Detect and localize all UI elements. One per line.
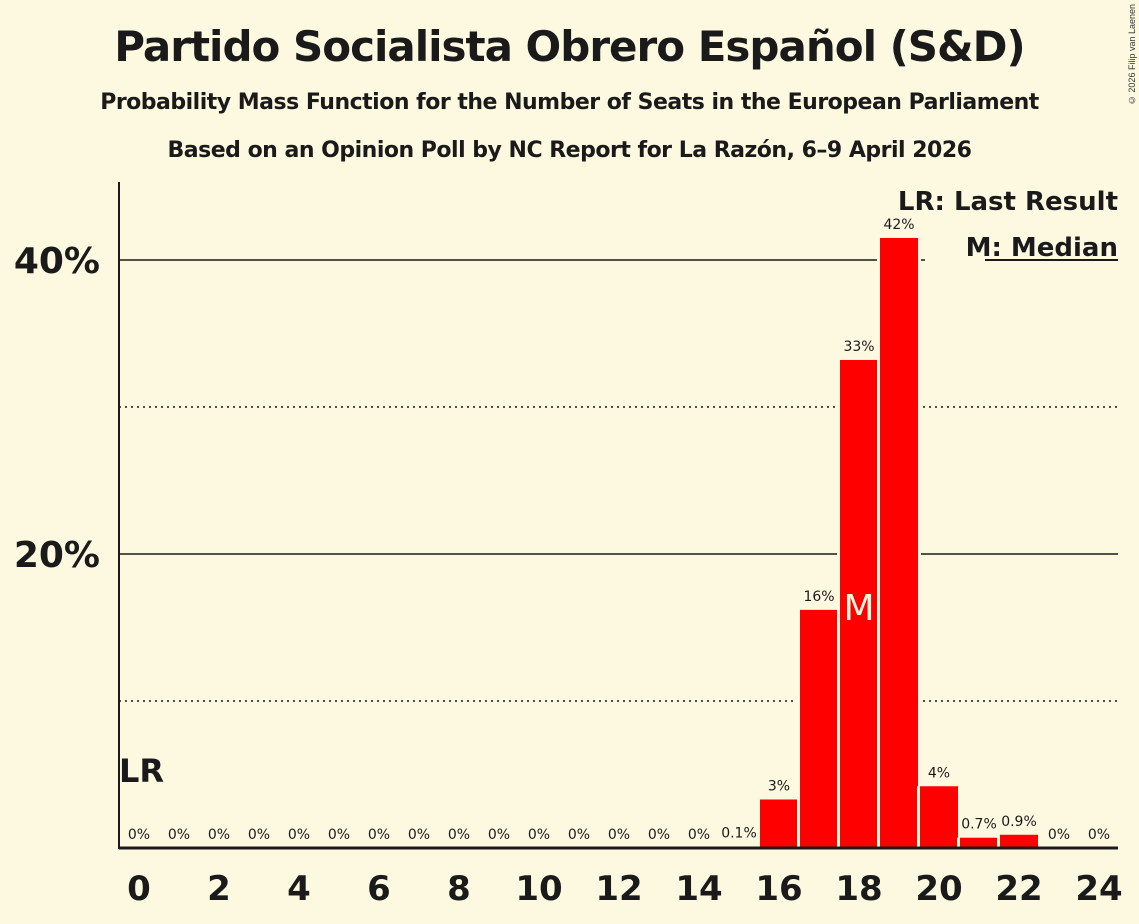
bar-value-label: 16% [803,589,834,605]
bar-value-label: 0% [1048,827,1070,843]
bar-seat-18 [840,359,878,848]
x-tick-label: 4 [287,869,311,909]
bar-seat-20 [920,786,958,848]
bar-value-label: 0% [568,827,590,843]
x-tick-label: 18 [835,869,882,909]
bar-value-label: 0% [368,827,390,843]
bar-value-label: 0% [448,827,470,843]
bar-value-label: 0% [248,827,270,843]
bar-value-label: 0% [528,827,550,843]
y-tick-label: 20% [14,535,100,576]
bar-value-label: 0.1% [721,826,757,842]
bar-value-label: 0% [648,827,670,843]
x-tick-label: 0 [127,869,151,909]
legend-median: M: Median [966,233,1118,263]
bar-value-label: 0.9% [1001,814,1037,830]
bar-value-label: 0% [608,827,630,843]
bar-value-label: 0% [168,827,190,843]
bar-value-label: 33% [843,339,874,355]
legend-bg [925,232,1120,262]
bar-value-label: 0.7% [961,817,997,833]
bar-value-label: 0% [1088,827,1110,843]
last-result-marker: LR [119,752,164,790]
bar-value-label: 0% [488,827,510,843]
bar-value-label: 0% [408,827,430,843]
chart-subtitle: Probability Mass Function for the Number… [100,90,1039,115]
bar-value-label: 0% [688,827,710,843]
bar-seat-22 [1000,834,1038,848]
x-tick-label: 16 [755,869,802,909]
x-tick-label: 10 [515,869,562,909]
x-tick-label: 8 [447,869,471,909]
y-tick-label: 40% [14,241,100,282]
bar-seat-21 [960,837,998,848]
x-tick-label: 2 [207,869,231,909]
bar-value-label: 0% [128,827,150,843]
bar-value-label: 4% [928,765,950,781]
legend-last-result: LR: Last Result [898,187,1118,217]
bar-value-label: 42% [883,217,914,233]
x-tick-label: 12 [595,869,642,909]
bar-value-label: 3% [768,778,790,794]
chart-source: Based on an Opinion Poll by NC Report fo… [167,138,972,163]
bar-seat-16 [760,799,798,848]
x-tick-label: 22 [995,869,1042,909]
chart-title: Partido Socialista Obrero Español (S&D) [114,22,1025,71]
x-tick-label: 24 [1075,869,1122,909]
x-tick-label: 20 [915,869,962,909]
bar-seat-17 [800,609,838,848]
bar-value-label: 0% [288,827,310,843]
bar-seat-19 [880,237,918,848]
bar-value-label: 0% [208,827,230,843]
bar-value-label: 0% [328,827,350,843]
median-marker: M [843,588,874,629]
x-tick-label: 14 [675,869,722,909]
x-tick-label: 6 [367,869,391,909]
